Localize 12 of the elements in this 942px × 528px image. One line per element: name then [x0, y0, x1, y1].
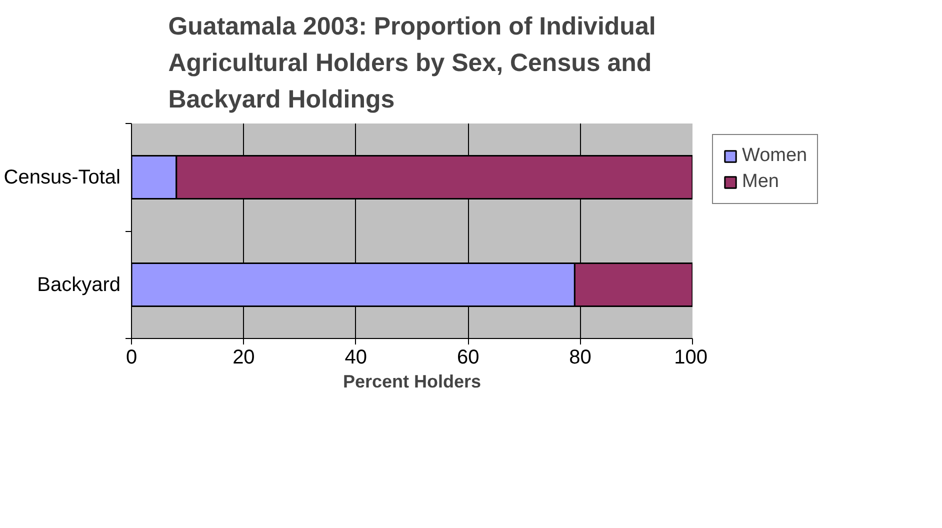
legend-label: Women: [742, 145, 808, 167]
x-tick-label: 60: [456, 346, 480, 368]
legend-label: Men: [742, 171, 779, 193]
y-tick-label: Backyard: [37, 274, 121, 296]
x-tick-label: 0: [126, 346, 138, 368]
x-tick-label: 80: [569, 346, 592, 368]
x-tick-label: 20: [232, 346, 255, 368]
y-tick-label: Census-Total: [4, 166, 120, 188]
x-tick-label: 100: [674, 346, 708, 368]
x-axis-title: Percent Holders: [342, 372, 482, 392]
x-tick-label: 40: [344, 346, 368, 368]
chart-title: Guatamala 2003: Proportion of Individual Agricultural Holders by Sex, Census and Backyard Holdings: [168, 12, 656, 114]
